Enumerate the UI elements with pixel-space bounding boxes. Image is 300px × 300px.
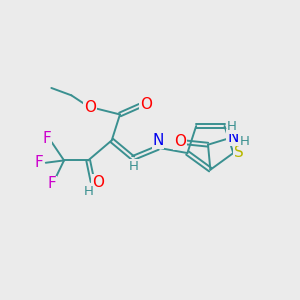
Text: F: F	[35, 155, 44, 170]
Text: H: H	[240, 135, 250, 148]
Text: O: O	[140, 97, 152, 112]
Text: H: H	[129, 160, 139, 173]
Text: H: H	[84, 185, 94, 198]
Text: O: O	[84, 100, 96, 115]
Text: O: O	[174, 134, 186, 149]
Text: H: H	[227, 120, 237, 133]
Text: N: N	[227, 130, 238, 145]
Text: N: N	[152, 133, 164, 148]
Text: O: O	[92, 175, 104, 190]
Text: S: S	[234, 145, 244, 160]
Text: F: F	[43, 131, 51, 146]
Text: F: F	[48, 176, 57, 191]
